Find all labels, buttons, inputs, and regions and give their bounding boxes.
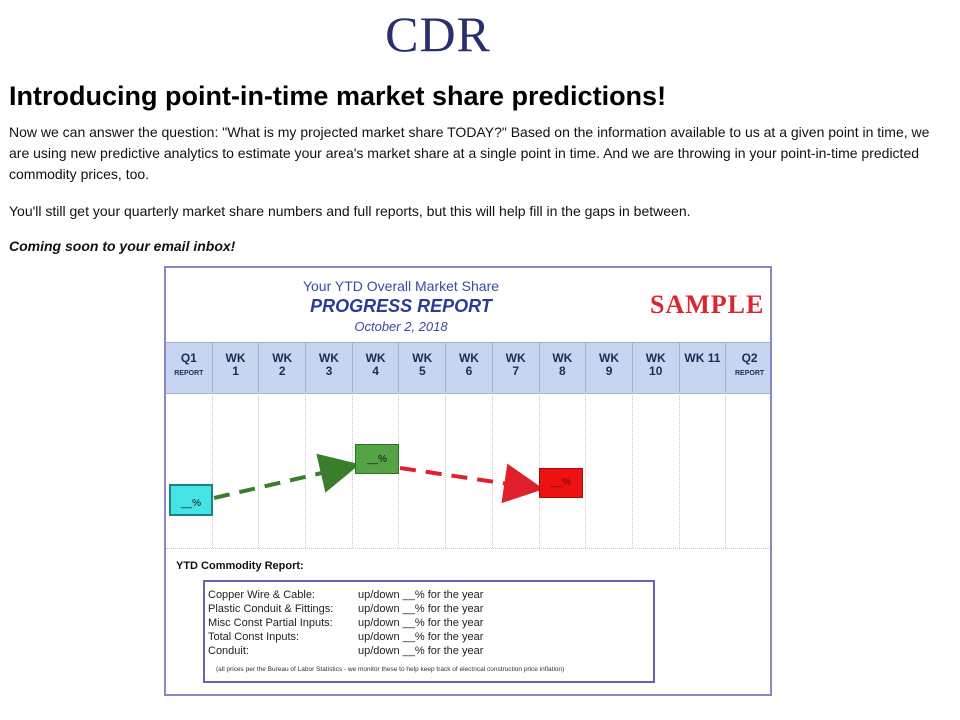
column-label: WK — [599, 351, 620, 365]
cdr-logo: CDR — [385, 6, 491, 62]
column-sublabel: 4 — [372, 364, 379, 378]
column-label: WK — [365, 351, 386, 365]
intro-paragraph: Now we can answer the question: "What is… — [9, 124, 930, 182]
column-label: Q1 — [180, 351, 197, 365]
column-sublabel: 7 — [512, 364, 519, 378]
commodity-row: Misc Const Partial Inputs: up/down __% fo… — [208, 616, 483, 630]
commodity-report-box: Copper Wire & Cable: up/down __% for the … — [203, 580, 655, 683]
wk8-share-marker: __% — [539, 468, 583, 498]
commodity-report-title: YTD Commodity Report: — [176, 560, 304, 572]
column-label: WK — [225, 351, 246, 365]
column-label: WK — [458, 351, 479, 365]
column-wk3: WK 3 — [306, 343, 353, 393]
commodity-name: Misc Const Partial Inputs: — [208, 617, 333, 629]
column-wk8: WK 8 — [540, 343, 587, 393]
commodity-value: up/down __% for the year — [358, 645, 484, 657]
column-wk1: WK 1 — [213, 343, 260, 393]
column-wk6: WK 6 — [446, 343, 493, 393]
week-header-row: Q1 REPORT WK 1 WK 2 WK 3 WK 4 WK 5 WK 6 WK 7 WK 8… — [166, 342, 770, 394]
column-wk4: WK 4 — [353, 343, 400, 393]
column-sublabel: REPORT — [735, 370, 765, 377]
commodity-row: Plastic Conduit & Fittings: up/down __% f… — [208, 602, 483, 616]
column-wk10: WK 10 — [633, 343, 680, 393]
column-sublabel: 5 — [418, 364, 426, 378]
up-trend-arrow — [213, 453, 360, 500]
coming-soon-text: Coming soon to your email inbox! — [9, 238, 236, 254]
column-wk9: WK 9 — [586, 343, 633, 393]
commodity-value: up/down __% for the year — [358, 603, 484, 615]
column-sublabel: 10 — [649, 364, 663, 378]
trend-arrows — [213, 453, 544, 504]
column-label: WK — [272, 351, 293, 365]
column-sublabel: 8 — [559, 364, 566, 378]
commodity-name: Copper Wire & Cable: — [208, 589, 315, 601]
report-date: October 2, 2018 — [354, 319, 448, 334]
column-label: WK — [505, 351, 526, 365]
column-wk2: WK 2 — [259, 343, 307, 393]
q1-share-marker: __% — [169, 484, 213, 516]
column-label: WK — [645, 351, 666, 365]
wk4-share-marker: __% — [355, 444, 399, 474]
column-wk11: WK 11 — [680, 343, 727, 393]
column-label: Q2 — [741, 351, 758, 365]
column-sublabel: 3 — [325, 364, 333, 378]
column-wk7: WK 7 — [493, 343, 540, 393]
column-sublabel: 6 — [465, 364, 473, 378]
commodity-row: Copper Wire & Cable: up/down __% for the … — [208, 588, 483, 602]
commodity-name: Total Const Inputs: — [208, 631, 300, 643]
column-sublabel: 1 — [232, 364, 239, 378]
ytd-title: Your YTD Overall Market Share — [302, 278, 500, 294]
column-q1-report: Q1 REPORT — [166, 343, 213, 393]
column-wk5: WK 5 — [399, 343, 447, 393]
commodity-name: Plastic Conduit & Fittings: — [208, 603, 334, 615]
commodity-value: up/down __% for the year — [358, 631, 484, 643]
report-header: Your YTD Overall Market Share PROGRESS R… — [166, 268, 770, 342]
commodity-row: Total Const Inputs: up/down __% for the y… — [208, 630, 483, 644]
progress-report-card: Your YTD Overall Market Share PROGRESS R… — [164, 266, 772, 696]
column-label: WK — [552, 351, 573, 365]
commodity-value: up/down __% for the year — [358, 589, 484, 601]
commodity-footnote: (all prices per the Bureau of Labor Stat… — [216, 666, 565, 673]
progress-report-title: PROGRESS REPORT — [310, 296, 492, 316]
page-headline: Introducing point-in-time market share p… — [9, 81, 667, 111]
commodity-value: up/down __% for the year — [358, 617, 484, 629]
column-sublabel: REPORT — [174, 370, 204, 377]
column-label: WK — [318, 351, 339, 365]
column-q2-report: Q2 REPORT — [726, 343, 770, 393]
sample-stamp: SAMPLE — [650, 290, 765, 319]
commodity-name: Conduit: — [208, 645, 249, 657]
column-label: WK 11 — [684, 351, 721, 365]
commodity-row: Conduit: up/down __% for the year — [208, 644, 483, 658]
quarterly-paragraph: You'll still get your quarterly market s… — [9, 203, 691, 219]
down-trend-arrow — [399, 463, 544, 504]
column-sublabel: 9 — [605, 364, 613, 378]
column-label: WK — [412, 351, 433, 365]
column-sublabel: 2 — [278, 364, 286, 378]
